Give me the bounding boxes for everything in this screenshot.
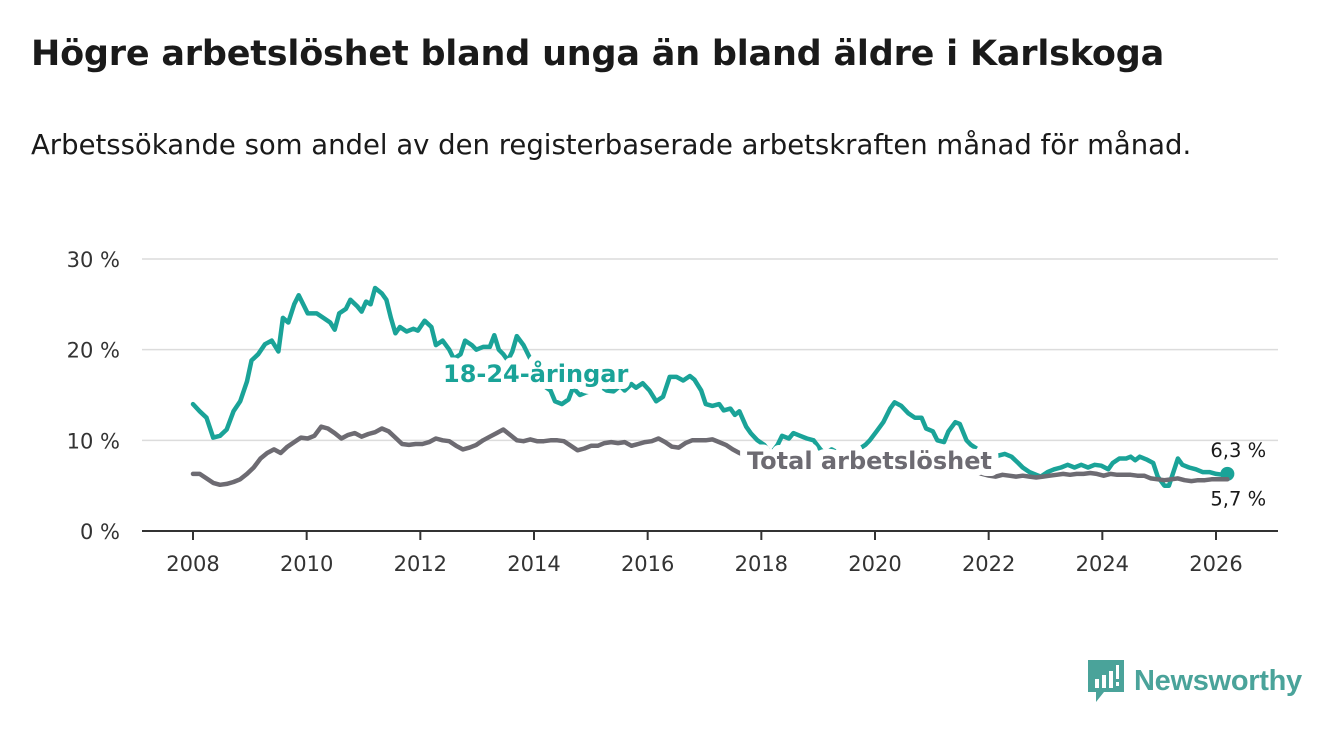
x-tick-label: 2020 (848, 552, 901, 576)
newsworthy-logo: Newsworthy (1088, 660, 1302, 702)
chart-title: Högre arbetslöshet bland unga än bland ä… (31, 34, 1165, 74)
x-axis: 2008 2010 2012 2014 2016 2018 2020 2022 2024 2026 (142, 530, 1278, 576)
chart-subtitle: Arbetssökande som andel av den registerb… (31, 129, 1192, 161)
brand-name: Newsworthy (1134, 664, 1302, 697)
x-tick-label: 2018 (735, 552, 788, 576)
y-tick-label: 10 % (67, 429, 120, 453)
series-lines (190, 285, 1235, 488)
x-tick-label: 2008 (166, 552, 219, 576)
series-label-youth: 18-24-åringar (443, 359, 628, 388)
y-tick-label: 0 % (80, 520, 120, 544)
x-tick-label: 2022 (962, 552, 1015, 576)
series-end-label: 5,7 % (1210, 487, 1266, 510)
series-label-total: Total arbetslöshet (747, 447, 992, 475)
x-tick-label: 2024 (1076, 552, 1129, 576)
y-tick-label: 30 % (67, 248, 120, 272)
series-line-1 (190, 424, 1230, 488)
series-line-0 (190, 285, 1230, 488)
x-tick-label: 2010 (280, 552, 333, 576)
x-tick-label: 2012 (394, 552, 447, 576)
x-tick-label: 2014 (507, 552, 560, 576)
y-axis: 0 % 10 % 20 % 30 % (67, 248, 120, 544)
bar-chart-icon (1088, 660, 1124, 702)
x-tick-label: 2026 (1189, 552, 1242, 576)
series-end-label: 6,3 % (1210, 439, 1266, 462)
grid-lines (142, 258, 1278, 442)
series-labels: 6,3 % 5,7 % 18-24-åringar Total arbetslöshe… (436, 352, 1266, 510)
x-tick-label: 2016 (621, 552, 674, 576)
y-tick-label: 20 % (67, 339, 120, 363)
